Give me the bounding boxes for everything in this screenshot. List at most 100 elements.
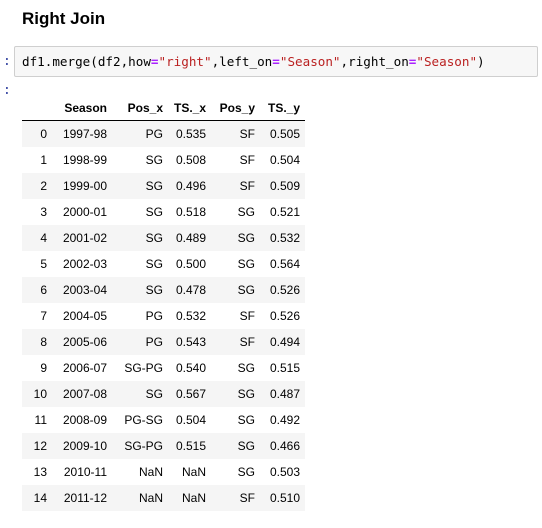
- dataframe-table: Season Pos_x TS._x Pos_y TS._y 0 1997-98…: [22, 96, 305, 511]
- table-row: 8 2005-06 PG 0.543 SF 0.494: [22, 329, 305, 355]
- cell-pos-y: SG: [237, 465, 255, 479]
- code-input-cell[interactable]: df1.merge(df2,how="right",left_on="Seaso…: [14, 46, 538, 77]
- column-header-ts-x: TS._x: [168, 96, 211, 121]
- table-row: 12 2009-10 SG-PG 0.515 SG 0.466: [22, 433, 305, 459]
- cell-ts-y: 0.509: [269, 179, 300, 193]
- cell-ts-x: 0.535: [175, 127, 206, 141]
- cell-pos-x: SG-PG: [124, 439, 163, 453]
- row-index: 7: [40, 309, 47, 323]
- cell-season: 1997-98: [62, 127, 107, 141]
- cell-season: 1998-99: [62, 153, 107, 167]
- row-index: 4: [40, 231, 47, 245]
- cell-ts-x: 0.478: [175, 283, 206, 297]
- cell-ts-x: NaN: [181, 465, 206, 479]
- cell-pos-y: SF: [239, 153, 255, 167]
- row-index: 2: [40, 179, 47, 193]
- code-token-equals: =: [150, 54, 159, 69]
- table-row: 5 2002-03 SG 0.500 SG 0.564: [22, 251, 305, 277]
- table-row: 6 2003-04 SG 0.478 SG 0.526: [22, 277, 305, 303]
- cell-ts-y: 0.526: [269, 309, 300, 323]
- code-token-dot: .: [44, 54, 53, 69]
- cell-pos-y: SG: [237, 361, 255, 375]
- row-index: 1: [40, 153, 47, 167]
- row-index: 5: [40, 257, 47, 271]
- cell-ts-x: 0.496: [175, 179, 206, 193]
- cell-pos-y: SG: [237, 283, 255, 297]
- cell-pos-x: SG: [145, 283, 163, 297]
- cell-ts-y: 0.526: [269, 283, 300, 297]
- code-token-right-on: ,right_on: [340, 54, 409, 69]
- code-token-equals: =: [408, 54, 417, 69]
- cell-ts-y: 0.510: [269, 491, 300, 505]
- cell-ts-y: 0.564: [269, 257, 300, 271]
- cell-ts-y: 0.492: [269, 413, 300, 427]
- row-index: 14: [33, 491, 47, 505]
- cell-pos-y: SF: [239, 309, 255, 323]
- cell-season: 2007-08: [62, 387, 107, 401]
- row-index: 9: [40, 361, 47, 375]
- cell-ts-y: 0.494: [269, 335, 300, 349]
- cell-pos-x: PG: [145, 309, 163, 323]
- table-row: 2 1999-00 SG 0.496 SF 0.509: [22, 173, 305, 199]
- cell-pos-x: SG: [145, 205, 163, 219]
- cell-season: 1999-00: [62, 179, 107, 193]
- cell-ts-y: 0.515: [269, 361, 300, 375]
- table-row: 11 2008-09 PG-SG 0.504 SG 0.492: [22, 407, 305, 433]
- cell-ts-x: 0.540: [175, 361, 206, 375]
- cell-season: 2005-06: [62, 335, 107, 349]
- table-row: 14 2011-12 NaN NaN SF 0.510: [22, 485, 305, 511]
- cell-season: 2011-12: [63, 491, 107, 505]
- cell-season: 2001-02: [62, 231, 107, 245]
- cell-season: 2002-03: [62, 257, 107, 271]
- cell-ts-x: 0.515: [175, 439, 206, 453]
- cell-season: 2004-05: [62, 309, 107, 323]
- table-row: 4 2001-02 SG 0.489 SG 0.532: [22, 225, 305, 251]
- cell-ts-y: 0.466: [269, 439, 300, 453]
- cell-ts-x: 0.489: [175, 231, 206, 245]
- code-token-close-paren: ): [477, 54, 485, 69]
- section-heading: Right Join: [22, 9, 106, 28]
- cell-pos-y: SG: [237, 205, 255, 219]
- cell-ts-y: 0.505: [269, 127, 300, 141]
- cell-pos-y: SG: [237, 257, 255, 271]
- cell-pos-x: SG: [145, 179, 163, 193]
- table-row: 10 2007-08 SG 0.567 SG 0.487: [22, 381, 305, 407]
- code-token-right-value: "Season": [416, 54, 478, 69]
- cell-ts-y: 0.532: [269, 231, 300, 245]
- cell-pos-y: SG: [237, 413, 255, 427]
- cell-pos-y: SG: [237, 439, 255, 453]
- cell-pos-x: PG-SG: [124, 413, 163, 427]
- table-row: 1 1998-99 SG 0.508 SF 0.504: [22, 147, 305, 173]
- cell-season: 2009-10: [62, 439, 107, 453]
- table-body: 0 1997-98 PG 0.535 SF 0.505 1 1998-99 SG…: [22, 120, 305, 511]
- cell-pos-x: PG: [145, 335, 163, 349]
- table-header-row: Season Pos_x TS._x Pos_y TS._y: [22, 96, 305, 121]
- code-token-left-value: "Season": [279, 54, 341, 69]
- code-token-left-on: ,left_on: [211, 54, 273, 69]
- code-token-object: df1: [22, 54, 45, 69]
- cell-pos-x: SG-PG: [124, 361, 163, 375]
- cell-pos-y: SF: [239, 179, 255, 193]
- row-index: 13: [33, 465, 47, 479]
- cell-season: 2000-01: [62, 205, 107, 219]
- code-token-how-value: "right": [158, 54, 212, 69]
- cell-ts-x: 0.518: [175, 205, 206, 219]
- cell-pos-x: SG: [145, 231, 163, 245]
- code-token-method: merge(df2,how: [52, 54, 151, 69]
- cell-pos-y: SF: [239, 491, 255, 505]
- cell-pos-y: SF: [239, 127, 255, 141]
- table-row: 13 2010-11 NaN NaN SG 0.503: [22, 459, 305, 485]
- input-prompt: :: [3, 54, 11, 69]
- row-index: 11: [34, 413, 47, 427]
- row-index: 12: [33, 439, 47, 453]
- row-index: 0: [40, 127, 47, 141]
- row-index: 3: [40, 205, 47, 219]
- cell-season: 2003-04: [62, 283, 107, 297]
- cell-pos-y: SG: [237, 387, 255, 401]
- row-index: 10: [33, 387, 47, 401]
- cell-season: 2006-07: [62, 361, 107, 375]
- row-index: 8: [40, 335, 47, 349]
- cell-ts-y: 0.503: [269, 465, 300, 479]
- output-prompt: :: [3, 83, 11, 98]
- cell-ts-y: 0.521: [269, 205, 300, 219]
